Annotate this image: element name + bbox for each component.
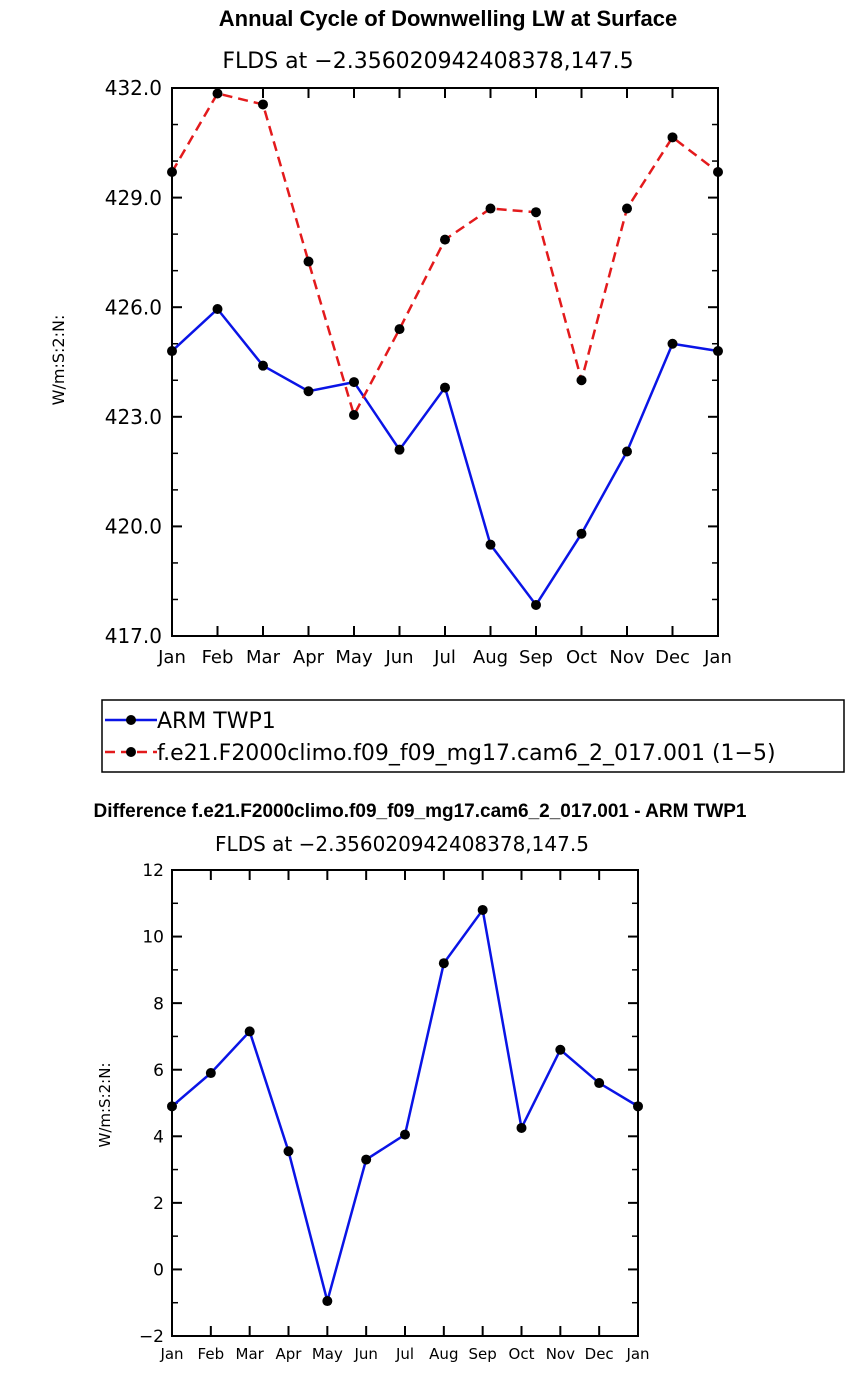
data-point [361, 1154, 372, 1165]
series-line-1 [171, 906, 639, 1306]
x-tick-label: May [312, 1345, 343, 1363]
legend: ARM TWP1 f.e21.F2000climo.f09_f09_mg17.c… [101, 699, 845, 773]
data-point [303, 386, 314, 397]
data-point [167, 1101, 177, 1112]
data-point [167, 167, 177, 178]
x-tick-label: Aug [429, 1345, 458, 1363]
data-point [485, 203, 496, 214]
data-point [633, 1101, 643, 1112]
plot-frame [171, 869, 639, 1337]
y-tick-label: 417.0 [105, 624, 162, 648]
x-tick-label: Oct [566, 647, 597, 668]
chart1-title: Annual Cycle of Downwelling LW at Surfac… [219, 6, 677, 31]
y-tick-label: 12 [142, 861, 164, 881]
chart1-subtitle: FLDS at −2.356020942408378,147.5 [222, 49, 633, 74]
x-tick-label: Jan [157, 647, 186, 668]
y-tick-label: −2 [139, 1327, 164, 1347]
chart2-ylabel: W/m:S:2:N: [96, 1063, 114, 1148]
data-point [485, 539, 496, 550]
y-tick-label: 8 [153, 994, 164, 1014]
x-tick-label: Jul [395, 1345, 414, 1363]
chart2-title: Difference f.e21.F2000climo.f09_f09_mg17… [93, 801, 746, 822]
x-tick-label: Jun [384, 647, 413, 668]
chart2-plot: −2 0 2 4 6 8 10 12 Jan Feb Mar Apr May Jun Jul Aug Sep Oc… [139, 861, 650, 1363]
data-point [594, 1078, 605, 1089]
y-tick-label: 6 [153, 1061, 164, 1081]
x-tick-label: Jan [159, 1345, 183, 1363]
data-point [576, 375, 587, 386]
data-point [167, 346, 177, 357]
y-tick-label: 432.0 [105, 76, 162, 100]
y-tick-label: 426.0 [105, 295, 162, 319]
data-point [713, 167, 723, 178]
data-point [258, 99, 268, 110]
legend-box [101, 699, 845, 773]
data-point [667, 338, 678, 349]
x-tick-label: Nov [609, 647, 644, 668]
chart1-plot: 417.0 420.0 423.0 426.0 429.0 432.0 Jan Feb Mar A… [105, 76, 732, 668]
y-tick-label: 2 [153, 1194, 164, 1214]
data-point [394, 324, 405, 335]
y-tick-label: 423.0 [105, 405, 162, 429]
data-point [531, 207, 541, 218]
data-point [713, 346, 723, 357]
x-tick-label: Jun [353, 1345, 377, 1363]
x-tick-label: Dec [655, 647, 690, 668]
x-tick-label: Mar [236, 1345, 265, 1363]
x-tick-label: Feb [198, 1345, 225, 1363]
data-point [440, 382, 450, 393]
data-point [394, 444, 405, 455]
x-tick-label: Feb [202, 647, 234, 668]
x-tick-label: Sep [519, 647, 553, 668]
x-tick-label: Apr [276, 1345, 303, 1363]
data-point [303, 256, 314, 267]
data-point [667, 132, 678, 143]
x-tick-label: Jul [433, 647, 456, 668]
data-point [349, 409, 359, 420]
data-point [400, 1129, 410, 1140]
x-tick-label: Nov [546, 1345, 575, 1363]
legend-label-model: f.e21.F2000climo.f09_f09_mg17.cam6_2_017… [157, 741, 776, 766]
data-point [283, 1146, 294, 1157]
plot-frame [171, 87, 719, 637]
x-tick-label: Jan [703, 647, 732, 668]
data-point [438, 958, 449, 969]
x-tick-label: Oct [509, 1345, 535, 1363]
legend-label-obs: ARM TWP1 [157, 709, 276, 734]
legend-marker-model [126, 747, 136, 757]
data-point [244, 1026, 255, 1037]
x-tick-label: Mar [246, 647, 281, 668]
data-point [258, 360, 268, 371]
data-point [477, 904, 488, 915]
y-tick-label: 10 [142, 928, 164, 948]
data-point [555, 1044, 566, 1055]
x-tick-label: Jan [625, 1345, 649, 1363]
data-point [212, 304, 223, 315]
data-point [349, 377, 359, 388]
data-point [440, 234, 450, 245]
y-tick-label: 4 [153, 1127, 164, 1147]
x-tick-label: Dec [585, 1345, 614, 1363]
series-line-1 [171, 307, 719, 608]
chart1-ylabel: W/m:S:2:N: [49, 315, 68, 406]
data-point [322, 1296, 333, 1307]
x-tick-label: Aug [473, 647, 508, 668]
data-point [205, 1068, 216, 1079]
x-tick-label: Apr [293, 647, 325, 668]
data-point [531, 599, 541, 610]
legend-marker-obs [126, 715, 136, 725]
y-tick-label: 420.0 [105, 515, 162, 539]
y-tick-label: 0 [153, 1261, 164, 1281]
series-line-2 [170, 92, 719, 419]
data-point [516, 1122, 527, 1133]
x-tick-label: May [335, 647, 373, 668]
chart2-subtitle: FLDS at −2.356020942408378,147.5 [215, 832, 589, 856]
y-tick-label: 429.0 [105, 186, 162, 210]
data-point [576, 528, 587, 539]
data-point [212, 88, 223, 99]
data-point [622, 446, 632, 457]
data-point [622, 203, 632, 214]
x-tick-label: Sep [469, 1345, 497, 1363]
